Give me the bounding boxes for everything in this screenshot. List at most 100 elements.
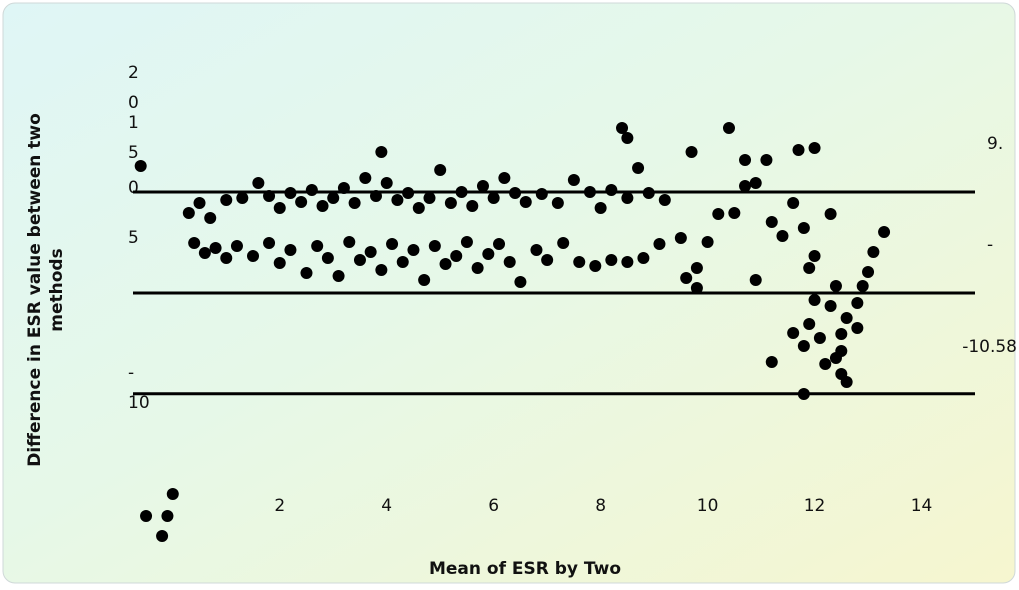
data-point [220,252,233,264]
data-point [808,250,821,262]
data-point [797,340,810,352]
data-point [712,208,725,220]
data-point [156,530,169,542]
data-point [797,222,810,234]
y-tick-label: 0 [128,178,139,198]
data-point [856,280,869,292]
data-point [134,160,147,172]
data-point [680,272,693,284]
data-point [252,177,265,189]
data-point [321,252,334,264]
data-point [423,192,436,204]
data-point [295,196,308,208]
x-tick-label: 6 [488,496,499,516]
data-point [471,262,484,274]
data-point [583,186,596,198]
data-point [792,144,805,156]
data-point [166,488,179,500]
data-point [787,197,800,209]
data-point [722,122,735,134]
data-point [316,200,329,212]
data-point [803,318,816,330]
data-point [455,186,468,198]
data-point [348,197,361,209]
data-point [541,254,554,266]
data-point [765,356,778,368]
data-point [386,238,399,250]
data-point [637,252,650,264]
data-point [701,236,714,248]
data-point [824,208,837,220]
data-point [327,192,340,204]
reference-line-label: - [987,235,993,255]
data-point [439,258,452,270]
data-point [567,174,580,186]
data-point [808,294,821,306]
reference-line-label: 9. [987,134,1003,154]
data-point [188,237,201,249]
data-point [824,300,837,312]
data-point [263,190,276,202]
data-point [589,260,602,272]
data-point [690,262,703,274]
data-point [402,187,415,199]
data-point [444,197,457,209]
reference-line-label: -10.58 [962,337,1017,357]
data-point [204,212,217,224]
data-point [829,352,842,364]
data-point [353,254,366,266]
x-axis-title: Mean of ESR by Two [429,559,621,579]
data-point [739,154,752,166]
data-point [434,164,447,176]
data-point [573,256,586,268]
data-point [263,237,276,249]
data-point [482,248,495,260]
data-point [642,187,655,199]
data-point [808,142,821,154]
data-point [551,197,564,209]
data-point [273,257,286,269]
data-point [797,388,810,400]
data-point [311,240,324,252]
data-point [412,202,425,214]
data-point [621,132,634,144]
x-tick-label: 10 [697,496,719,516]
x-tick-label: 2 [274,496,285,516]
data-point [749,274,762,286]
data-point [220,194,233,206]
data-point [161,510,174,522]
y-tick-label: -10 [128,363,150,413]
data-point [776,230,789,242]
data-point [428,240,441,252]
data-point [359,172,372,184]
data-point [878,226,891,238]
data-point [594,202,607,214]
data-point [728,207,741,219]
data-point [498,172,511,184]
data-point [605,184,618,196]
data-point [787,327,800,339]
data-point [396,256,409,268]
data-point [209,242,222,254]
data-point [343,236,356,248]
data-point [803,262,816,274]
data-point [375,146,388,158]
data-point [530,244,543,256]
x-tick-label: 8 [595,496,606,516]
data-point [476,180,489,192]
data-point [466,200,479,212]
data-point [632,162,645,174]
data-point [273,202,286,214]
data-point [557,237,570,249]
data-point [418,274,431,286]
data-point [621,256,634,268]
y-tick-label: 5 [128,228,139,248]
data-point [236,192,249,204]
data-point [653,238,666,250]
data-point [840,312,853,324]
data-point [519,196,532,208]
data-point [835,328,848,340]
data-point [851,297,864,309]
